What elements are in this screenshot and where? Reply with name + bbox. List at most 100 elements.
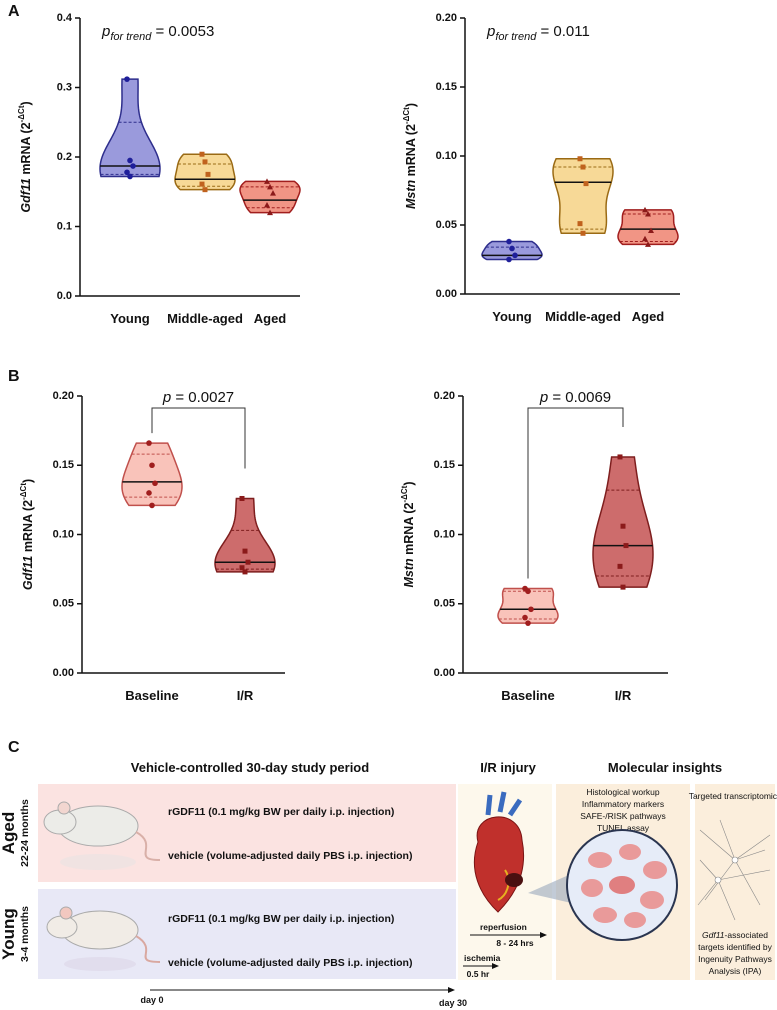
point <box>617 454 623 460</box>
transcriptomics-text: Gdf11-associated <box>702 930 768 940</box>
point <box>645 241 651 247</box>
point <box>577 156 583 162</box>
x-tick-label: Middle-aged <box>545 309 621 324</box>
x-tick-label: I/R <box>615 688 632 703</box>
point <box>239 495 245 501</box>
point <box>267 183 273 190</box>
point <box>577 221 583 227</box>
y-axis-label: Mstn mRNA (2-ΔCt) <box>402 103 418 209</box>
x-tick-label: Baseline <box>501 688 554 703</box>
point <box>199 151 205 157</box>
annotation: pfor trend = 0.011 <box>486 23 590 43</box>
x-tick-label: Middle-aged <box>167 311 243 326</box>
text: = 0.0053 <box>151 23 214 40</box>
y-tick-label: 0.0 <box>57 290 72 302</box>
x-tick-label: Aged <box>254 311 287 326</box>
y-tick-label: 0.1 <box>57 220 72 232</box>
unit: ) <box>19 101 33 105</box>
x-tick-label: Baseline <box>125 688 178 703</box>
point <box>239 565 245 571</box>
treatment: rGDF11 (0.1 mg/kg BW per daily i.p. inje… <box>168 806 394 818</box>
point <box>124 169 130 176</box>
transcriptomics-text: targets identified by <box>698 942 772 952</box>
y-tick-label: 0.05 <box>53 598 74 610</box>
text: = 0.011 <box>536 23 590 40</box>
heart-icon <box>474 791 524 913</box>
arrowhead <box>448 987 455 993</box>
point <box>149 502 155 509</box>
point <box>202 159 208 165</box>
unit: mRNA (2 <box>402 502 416 558</box>
p: p <box>101 23 110 40</box>
exponent: -ΔCt <box>400 485 409 502</box>
arrowhead <box>492 963 499 969</box>
point <box>245 559 251 565</box>
violin <box>214 497 276 573</box>
transcriptomics-box <box>695 784 775 980</box>
mouse-icon <box>46 906 161 971</box>
y-tick-label: 0.00 <box>434 667 455 679</box>
y-tick-label: 0.4 <box>57 12 73 24</box>
point <box>623 543 629 549</box>
chart: 0.00 0.05 0.10 0.15 0.20 Mstn mRNA (2-ΔCt) pfo… <box>402 12 680 324</box>
y-tick-label: 0.10 <box>434 528 455 540</box>
text: -associated <box>725 930 769 940</box>
unit: mRNA (2 <box>21 500 35 556</box>
treatment: vehicle (volume-adjusted daily PBS i.p. … <box>168 850 412 862</box>
violin <box>99 78 161 178</box>
phase-time: 8 - 24 hrs <box>496 938 534 948</box>
exponent: -ΔCt <box>402 107 411 124</box>
point <box>127 157 133 164</box>
gene: Gdf11 <box>702 930 725 940</box>
phase-label: reperfusion <box>480 922 527 932</box>
panel-label: C <box>8 739 20 756</box>
y-tick-label: 0.2 <box>57 151 72 163</box>
point <box>648 227 654 234</box>
point <box>620 523 626 529</box>
violin <box>239 180 301 214</box>
point <box>580 230 586 236</box>
treatment: vehicle (volume-adjusted daily PBS i.p. … <box>168 957 412 969</box>
point <box>130 163 136 169</box>
point <box>512 252 518 259</box>
gene: Gdf11 <box>19 178 33 213</box>
timeline-label: day 30 <box>439 998 467 1008</box>
phase-time: 0.5 hr <box>467 969 490 979</box>
point <box>124 76 130 82</box>
y-axis-label: Gdf11 mRNA (2-ΔCt) <box>19 479 35 590</box>
exponent: -ΔCt <box>19 483 28 500</box>
y-tick-label: 0.05 <box>436 219 457 231</box>
histology-item: TUNEL assay <box>597 823 650 833</box>
point <box>270 190 276 196</box>
y-tick-label: 0.10 <box>436 150 457 162</box>
point <box>506 256 512 263</box>
point <box>645 210 651 217</box>
violin <box>497 587 559 624</box>
violin <box>592 456 654 588</box>
gene: Mstn <box>402 558 416 588</box>
header: Vehicle-controlled 30-day study period <box>131 760 369 775</box>
panel-label: A <box>8 3 20 20</box>
point <box>242 548 248 554</box>
point <box>528 606 534 613</box>
histology-item: SAFE-/RISK pathways <box>580 811 666 821</box>
chart: 0.00 0.05 0.10 0.15 0.20 Gdf11 mRNA (2-ΔCt) Ba… <box>19 389 285 703</box>
gene: Gdf11 <box>21 556 35 591</box>
y-tick-label: 0.10 <box>53 528 74 540</box>
gene: Mstn <box>404 179 418 209</box>
mouse-icon <box>43 801 161 870</box>
point <box>264 178 270 184</box>
point <box>267 209 273 216</box>
point <box>506 238 512 245</box>
violin <box>121 442 183 507</box>
x-tick-label: Young <box>110 311 150 326</box>
header: Molecular insights <box>608 760 722 775</box>
y-tick-label: 0.15 <box>434 459 455 471</box>
arrowhead <box>540 932 547 938</box>
point <box>642 235 648 242</box>
p: p <box>162 389 171 406</box>
histology-item: Inflammatory markers <box>582 799 664 809</box>
x-tick-label: I/R <box>237 688 254 703</box>
point <box>583 181 589 187</box>
